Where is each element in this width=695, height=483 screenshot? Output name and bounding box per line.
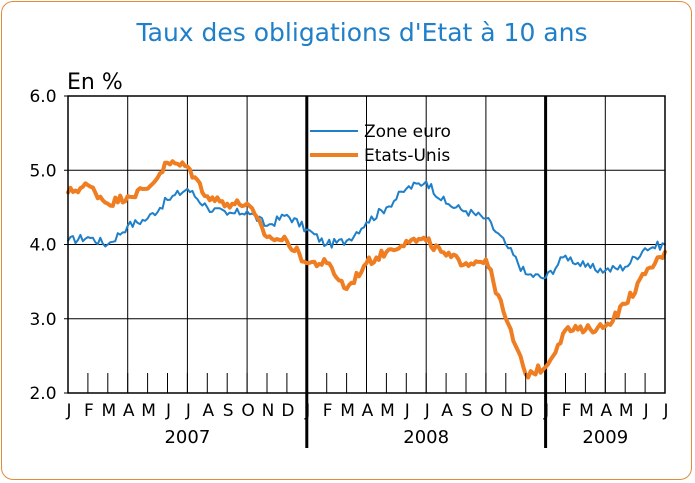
x-tick-label: J bbox=[424, 401, 430, 421]
x-tick-label: J bbox=[643, 401, 649, 421]
x-tick-label: M bbox=[340, 401, 355, 421]
y-axis: 2.0 3.0 4.0 5.0 6.0 bbox=[29, 87, 68, 404]
series-lines bbox=[66, 159, 667, 380]
unit-label: En % bbox=[67, 70, 123, 95]
x-tick-label: M bbox=[579, 401, 594, 421]
y-tick-label: 2.0 bbox=[29, 384, 56, 404]
y-tick-label: 5.0 bbox=[29, 161, 56, 181]
x-tick-label: M bbox=[380, 401, 395, 421]
x-tick-label: J bbox=[165, 401, 171, 421]
legend: Zone euro Etats-Unis bbox=[310, 122, 451, 166]
x-tick-label: M bbox=[101, 401, 116, 421]
x-tick-label: J bbox=[304, 401, 310, 421]
x-tick-label: A bbox=[600, 401, 612, 421]
x-tick-label: F bbox=[562, 401, 572, 421]
x-tick-label: J bbox=[185, 401, 191, 421]
chart-title: Taux des obligations d'Etat à 10 ans bbox=[136, 18, 588, 47]
x-tick-label: D bbox=[520, 401, 533, 421]
x-tick-label: S bbox=[223, 401, 234, 421]
x-tick-label: A bbox=[202, 401, 214, 421]
x-tick-label: A bbox=[123, 401, 135, 421]
x-tick-label: N bbox=[500, 401, 513, 421]
year-label: 2009 bbox=[582, 427, 628, 448]
x-tick-label: J bbox=[65, 401, 71, 421]
x-tick-label: F bbox=[323, 401, 333, 421]
x-tick-label: A bbox=[441, 401, 453, 421]
year-label: 2008 bbox=[403, 427, 449, 448]
y-tick-label: 4.0 bbox=[29, 236, 56, 256]
legend-label: Zone euro bbox=[364, 122, 451, 142]
x-tick-label: O bbox=[241, 401, 254, 421]
x-tick-label: M bbox=[141, 401, 156, 421]
legend-label: Etats-Unis bbox=[364, 146, 450, 166]
x-tick-label: O bbox=[480, 401, 493, 421]
series-line-zone-euro bbox=[67, 180, 666, 280]
x-tick-label: S bbox=[462, 401, 473, 421]
x-tick-label: J bbox=[404, 401, 410, 421]
x-tick-label: J bbox=[543, 401, 549, 421]
x-tick-label: M bbox=[619, 401, 634, 421]
x-tick-label: A bbox=[362, 401, 374, 421]
series-line-etats-unis bbox=[66, 159, 667, 380]
y-tick-label: 3.0 bbox=[29, 310, 56, 330]
x-tick-label: F bbox=[84, 401, 94, 421]
x-tick-label: D bbox=[281, 401, 294, 421]
y-tick-label: 6.0 bbox=[29, 87, 56, 107]
x-tick-label: J bbox=[662, 401, 668, 421]
year-label: 2007 bbox=[164, 427, 210, 448]
x-tick-label: N bbox=[262, 401, 275, 421]
